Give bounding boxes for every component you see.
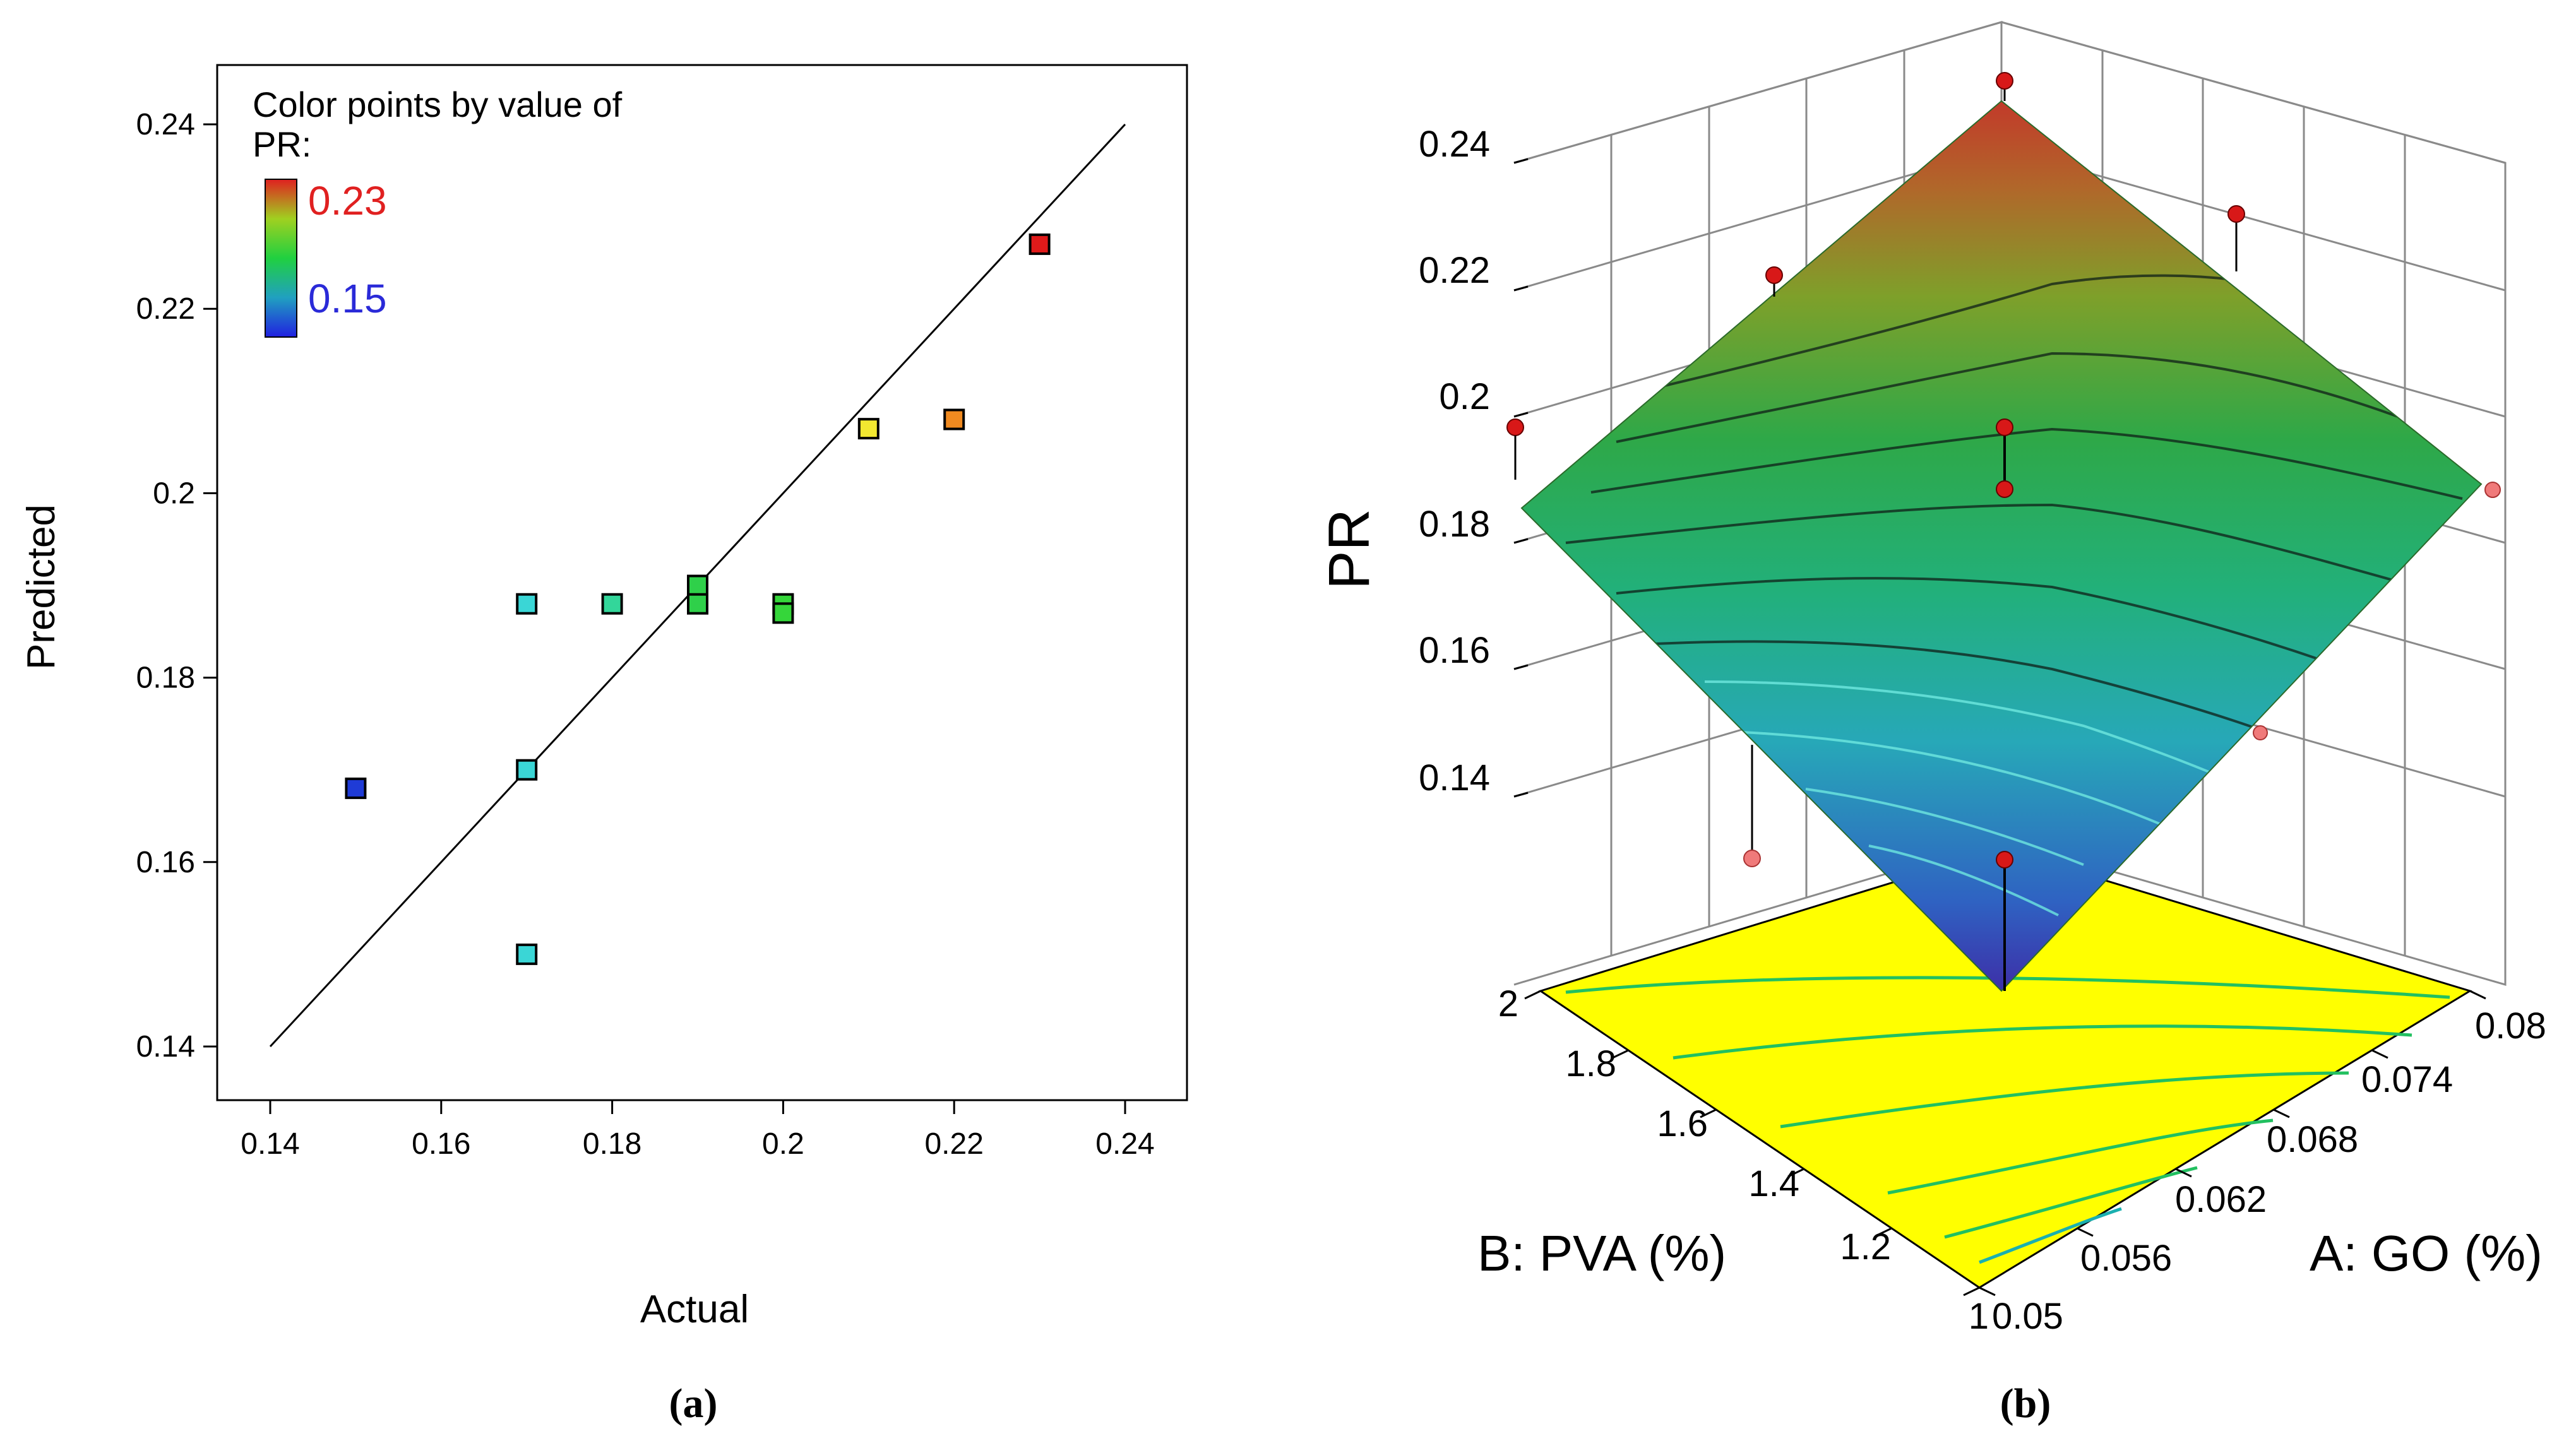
pva-tick-label: 1 bbox=[1969, 1296, 1989, 1337]
x-tick-label: 0.2 bbox=[762, 1127, 804, 1161]
data-point bbox=[516, 593, 538, 615]
pva-tick-label: 1.6 bbox=[1657, 1103, 1708, 1144]
pva-tick-label: 2 bbox=[1498, 983, 1518, 1024]
go-tick-label: 0.08 bbox=[2475, 1005, 2546, 1047]
x-axis-label: Actual bbox=[640, 1288, 749, 1331]
legend-max-label: 0.23 bbox=[308, 178, 387, 223]
surface-chart-panel: 0.24 0.22 0.2 0.18 0.16 0.14 PR 2 1.8 1.… bbox=[1317, 21, 2546, 1426]
pva-tick-label: 1.4 bbox=[1748, 1163, 1799, 1204]
legend-title-line2: PR: bbox=[253, 124, 311, 164]
design-point bbox=[1506, 418, 1524, 436]
go-axis-label: A: GO (%) bbox=[2310, 1225, 2543, 1281]
scatter-chart-panel: 0.14 0.16 0.18 0.2 0.22 0.24 0.140.160.180.20… bbox=[20, 64, 1188, 1426]
x-tick-label: 0.22 bbox=[924, 1127, 983, 1161]
design-point bbox=[2227, 205, 2245, 223]
design-points bbox=[1506, 72, 2501, 991]
z-tick-label: 0.22 bbox=[1419, 250, 1490, 291]
data-point bbox=[601, 593, 623, 615]
y-tick-label: 0.14 bbox=[136, 1030, 195, 1064]
data-point bbox=[1029, 233, 1051, 255]
legend-title-line1: Color points by value of bbox=[253, 85, 623, 124]
z-tick-label: 0.24 bbox=[1419, 124, 1490, 165]
pva-tick-label: 1.8 bbox=[1565, 1043, 1616, 1084]
data-point bbox=[772, 602, 794, 624]
go-tick-label: 0.068 bbox=[2267, 1119, 2358, 1160]
design-point bbox=[1996, 72, 2013, 90]
y-tick-label: 0.24 bbox=[136, 108, 195, 141]
data-point bbox=[345, 777, 367, 799]
x-axis-ticks: 0.14 0.16 0.18 0.2 0.22 0.24 bbox=[241, 1100, 1155, 1161]
design-point bbox=[1765, 266, 1783, 284]
legend-color-bar bbox=[265, 179, 297, 338]
panel-label-a: (a) bbox=[669, 1380, 718, 1426]
design-point bbox=[1996, 418, 2013, 436]
x-tick-label: 0.16 bbox=[412, 1127, 470, 1161]
data-point bbox=[943, 408, 965, 430]
y-tick-label: 0.18 bbox=[136, 661, 195, 695]
data-point bbox=[516, 943, 538, 965]
y-tick-label: 0.16 bbox=[136, 846, 195, 879]
z-tick-label: 0.16 bbox=[1419, 630, 1490, 671]
z-tick-label: 0.18 bbox=[1419, 504, 1490, 545]
legend-min-label: 0.15 bbox=[308, 276, 387, 321]
y-tick-label: 0.2 bbox=[153, 477, 195, 510]
data-points bbox=[345, 233, 1051, 965]
design-point bbox=[1996, 480, 2013, 498]
panel-label-b: (b) bbox=[2000, 1380, 2051, 1426]
data-point bbox=[516, 759, 538, 781]
data-point bbox=[857, 418, 880, 440]
go-axis: 0.05 0.056 0.062 0.068 0.074 0.08 A: GO … bbox=[1992, 1005, 2546, 1337]
pva-tick-label: 1.2 bbox=[1840, 1226, 1891, 1267]
x-tick-label: 0.14 bbox=[241, 1127, 299, 1161]
y-axis-ticks: 0.14 0.16 0.18 0.2 0.22 0.24 bbox=[136, 108, 217, 1064]
design-point bbox=[2484, 482, 2501, 498]
go-tick-label: 0.062 bbox=[2175, 1179, 2267, 1220]
go-tick-label: 0.056 bbox=[2080, 1238, 2172, 1279]
z-tick-label: 0.14 bbox=[1419, 757, 1490, 798]
x-tick-label: 0.18 bbox=[583, 1127, 641, 1161]
z-axis-label: PR bbox=[1317, 509, 1381, 590]
go-tick-label: 0.074 bbox=[2361, 1059, 2453, 1100]
data-point bbox=[687, 593, 708, 615]
z-tick-label: 0.2 bbox=[1439, 376, 1490, 417]
x-tick-label: 0.24 bbox=[1095, 1127, 1154, 1161]
color-legend: Color points by value of PR: 0.23 0.15 bbox=[253, 85, 623, 338]
data-point bbox=[687, 574, 708, 596]
pva-axis: 2 1.8 1.6 1.4 1.2 1 B: PVA (%) bbox=[1477, 983, 1989, 1337]
go-tick-label: 0.05 bbox=[1992, 1296, 2063, 1337]
design-point bbox=[2253, 725, 2268, 740]
y-tick-label: 0.22 bbox=[136, 292, 195, 326]
design-point bbox=[1996, 851, 2013, 869]
floor-axis-ticks bbox=[1524, 990, 2486, 1296]
pva-axis-label: B: PVA (%) bbox=[1477, 1225, 1726, 1281]
y-axis-label: Predicted bbox=[20, 504, 63, 670]
z-axis: 0.24 0.22 0.2 0.18 0.16 0.14 PR bbox=[1317, 124, 1529, 798]
surface-fill bbox=[1522, 101, 2481, 991]
design-point bbox=[1743, 850, 1761, 867]
